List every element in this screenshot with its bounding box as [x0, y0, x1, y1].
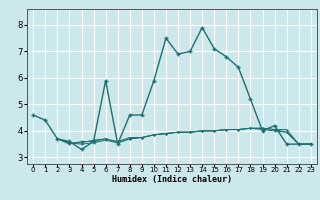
X-axis label: Humidex (Indice chaleur): Humidex (Indice chaleur): [112, 175, 232, 184]
